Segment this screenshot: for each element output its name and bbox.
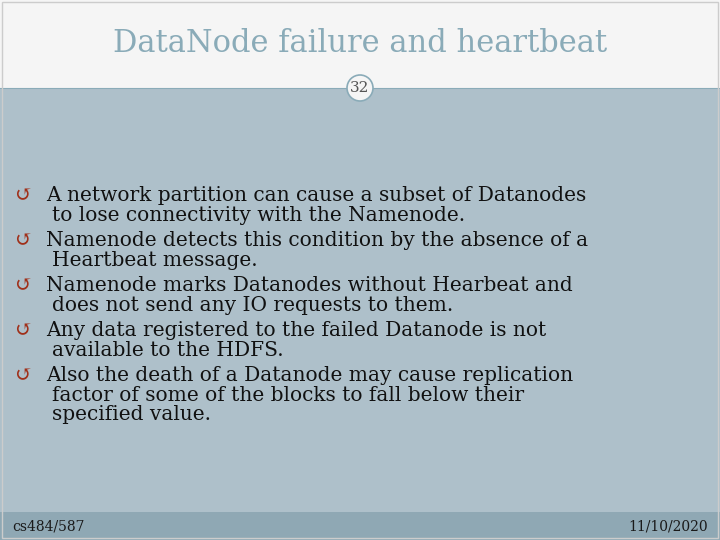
Text: ↺: ↺ — [14, 366, 32, 385]
Text: 11/10/2020: 11/10/2020 — [629, 519, 708, 533]
Text: ↺: ↺ — [14, 186, 32, 205]
Text: ↺: ↺ — [14, 231, 32, 250]
Text: Namenode detects this condition by the absence of a: Namenode detects this condition by the a… — [46, 231, 588, 250]
Text: Heartbeat message.: Heartbeat message. — [52, 251, 258, 270]
FancyBboxPatch shape — [0, 512, 720, 540]
Text: DataNode failure and heartbeat: DataNode failure and heartbeat — [113, 29, 607, 59]
Text: Any data registered to the failed Datanode is not: Any data registered to the failed Datano… — [46, 321, 546, 340]
FancyBboxPatch shape — [0, 88, 720, 512]
Text: factor of some of the blocks to fall below their: factor of some of the blocks to fall bel… — [52, 386, 524, 405]
Text: A network partition can cause a subset of Datanodes: A network partition can cause a subset o… — [46, 186, 586, 205]
Text: does not send any IO requests to them.: does not send any IO requests to them. — [52, 296, 454, 315]
FancyBboxPatch shape — [0, 0, 720, 88]
Text: 32: 32 — [351, 81, 369, 95]
Text: specified value.: specified value. — [52, 405, 211, 424]
Text: Also the death of a Datanode may cause replication: Also the death of a Datanode may cause r… — [46, 366, 573, 385]
Circle shape — [347, 75, 373, 101]
Text: to lose connectivity with the Namenode.: to lose connectivity with the Namenode. — [52, 206, 465, 225]
Text: available to the HDFS.: available to the HDFS. — [52, 341, 284, 360]
Text: ↺: ↺ — [14, 276, 32, 295]
Text: Namenode marks Datanodes without Hearbeat and: Namenode marks Datanodes without Hearbea… — [46, 276, 572, 295]
Text: cs484/587: cs484/587 — [12, 519, 84, 533]
Text: ↺: ↺ — [14, 321, 32, 340]
